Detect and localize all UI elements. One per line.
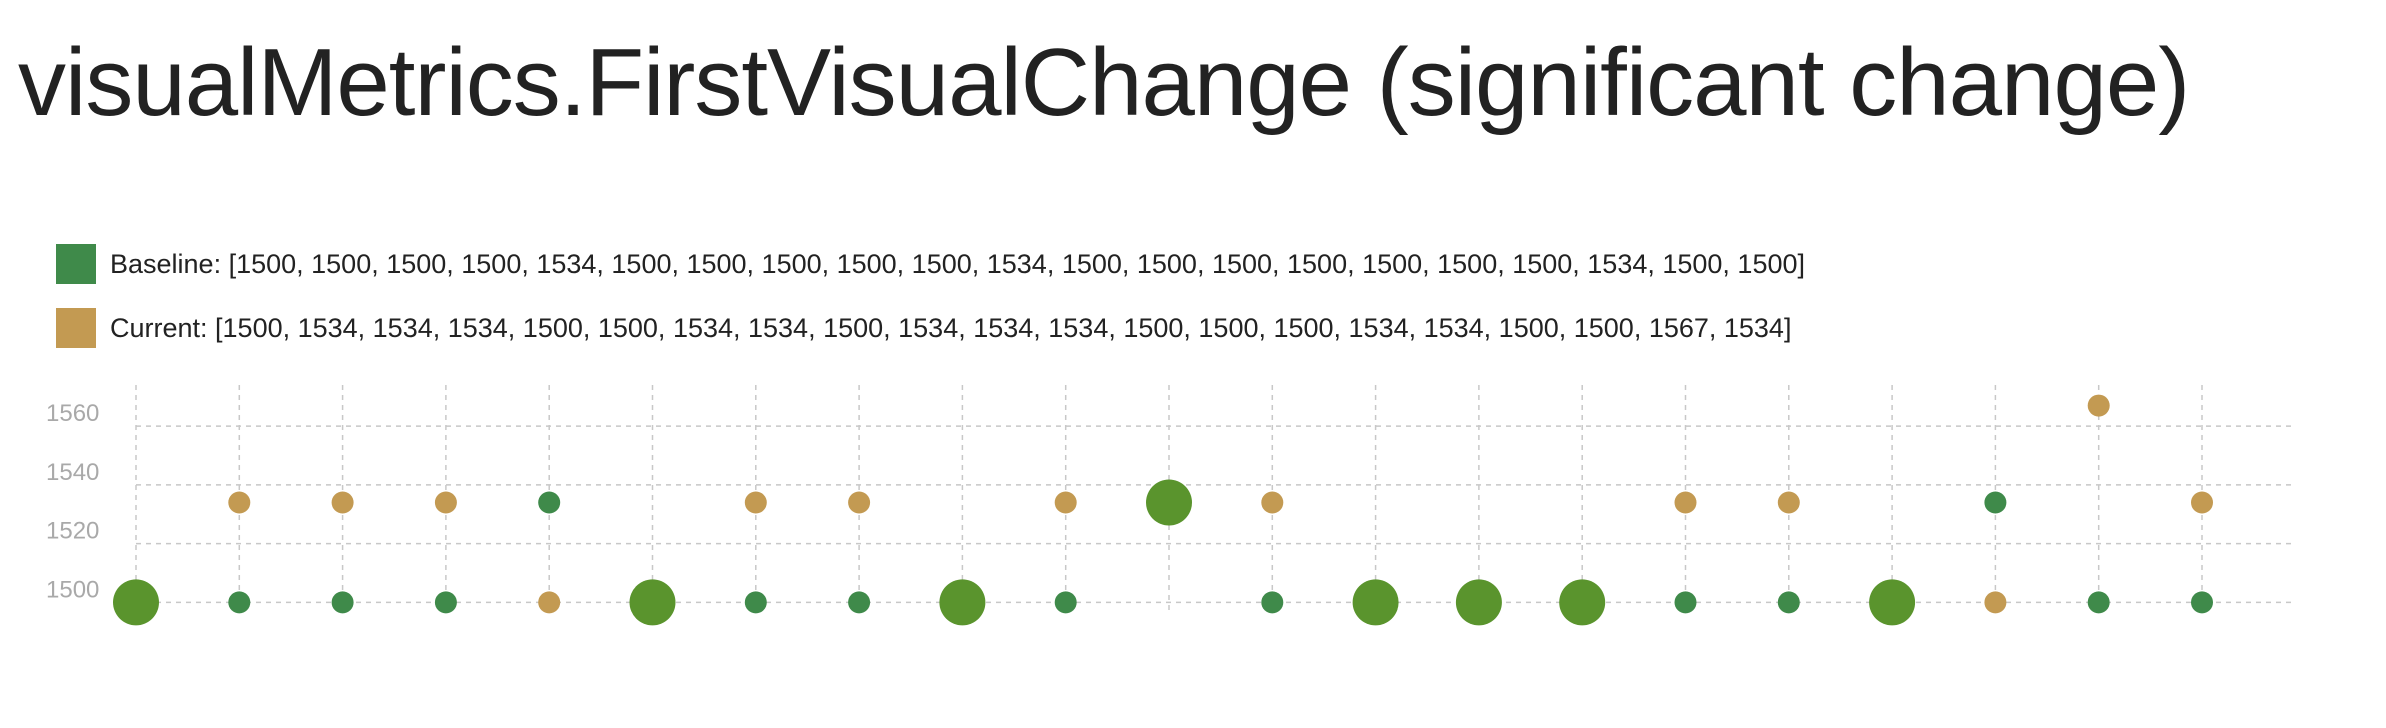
grid-lines [135,385,2296,610]
legend-label-baseline: Baseline: [1500, 1500, 1500, 1500, 1534,… [110,248,1805,279]
data-point-overlap [1146,479,1192,526]
data-point-current [434,491,457,514]
data-point-overlap [113,579,159,626]
data-point-overlap [1352,579,1399,626]
data-point-current [1054,491,1077,514]
data-point-overlap [1455,579,1502,626]
data-point-baseline [331,591,354,614]
data-point-baseline [2087,591,2110,614]
data-point-overlap [939,579,986,626]
data-point-baseline [744,591,767,614]
data-point-current [1261,491,1284,514]
y-tick-label: 1500 [46,576,99,603]
data-point-current [331,491,354,514]
data-point-current [2087,394,2110,417]
legend-swatch-current [56,308,96,348]
legend-item-current[interactable]: Current: [1500, 1534, 1534, 1534, 1500, … [56,308,1791,348]
data-point-current [848,491,871,514]
y-tick-label: 1520 [46,518,99,545]
y-tick-label: 1560 [46,400,99,427]
data-point-overlap [1559,579,1606,626]
data-point-baseline [1261,591,1284,614]
data-point-baseline [1674,591,1697,614]
data-point-baseline [1777,591,1800,614]
legend-label-current: Current: [1500, 1534, 1534, 1534, 1500, … [110,312,1792,343]
data-point-current [228,491,251,514]
data-point-baseline [228,591,251,614]
data-point-baseline [848,591,871,614]
data-point-current [1777,491,1800,514]
data-point-current [1674,491,1697,514]
legend-swatch-baseline [56,244,96,284]
chart-title: visualMetrics.FirstVisualChange (signifi… [18,29,2190,136]
data-point-current [744,491,767,514]
y-axis-ticks: 1500 1520 1540 1560 [46,400,99,603]
data-points [113,394,2213,626]
data-point-current [538,591,561,614]
data-point-overlap [1869,579,1916,626]
data-point-current [2191,491,2213,514]
scatter-plot: 1500 1520 1540 1560 [46,385,2296,626]
data-point-baseline [1054,591,1077,614]
data-point-baseline [1984,491,2007,514]
data-point-baseline [2191,591,2213,614]
legend-item-baseline[interactable]: Baseline: [1500, 1500, 1500, 1500, 1534,… [56,244,1805,284]
data-point-baseline [538,491,561,514]
data-point-current [1984,591,2007,614]
y-tick-label: 1540 [46,459,99,486]
data-point-baseline [434,591,457,614]
data-point-overlap [629,579,676,626]
